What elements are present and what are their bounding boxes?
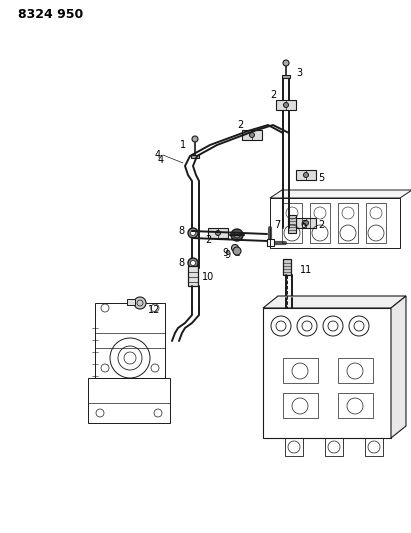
Circle shape <box>215 230 220 236</box>
Bar <box>288 215 296 233</box>
Text: 1: 1 <box>180 140 186 150</box>
Circle shape <box>188 228 198 238</box>
Bar <box>296 170 316 180</box>
Text: 9: 9 <box>224 250 230 260</box>
Bar <box>95 303 165 378</box>
Polygon shape <box>263 296 406 308</box>
Polygon shape <box>391 296 406 438</box>
Text: 4: 4 <box>158 155 164 165</box>
Bar <box>191 155 199 158</box>
Circle shape <box>303 173 309 177</box>
Text: 7: 7 <box>274 220 280 230</box>
Text: 2: 2 <box>237 120 243 130</box>
Text: 2: 2 <box>205 235 211 245</box>
Polygon shape <box>270 190 411 198</box>
Circle shape <box>231 229 243 241</box>
Text: 5: 5 <box>318 173 324 183</box>
Bar <box>338 393 373 418</box>
Bar <box>282 203 302 243</box>
Bar <box>208 228 228 238</box>
Text: 2: 2 <box>270 90 276 100</box>
Circle shape <box>191 261 196 265</box>
Bar <box>325 438 343 456</box>
Text: 4: 4 <box>155 150 161 160</box>
Bar <box>282 75 290 78</box>
Circle shape <box>303 221 309 225</box>
Text: 8: 8 <box>178 258 184 268</box>
Bar <box>188 266 198 286</box>
Bar <box>365 438 383 456</box>
Bar <box>283 358 318 383</box>
Text: 9: 9 <box>222 248 228 258</box>
Bar <box>338 358 373 383</box>
Bar <box>285 438 303 456</box>
Bar <box>296 218 316 228</box>
Bar <box>270 198 400 248</box>
Bar <box>338 203 358 243</box>
Bar <box>267 239 274 246</box>
Bar <box>88 378 170 423</box>
Circle shape <box>233 247 241 255</box>
Text: 8324 950: 8324 950 <box>18 9 83 21</box>
Circle shape <box>134 297 146 309</box>
Text: 12: 12 <box>148 305 160 315</box>
Circle shape <box>283 60 289 66</box>
Bar <box>283 393 318 418</box>
Bar <box>310 203 330 243</box>
Bar <box>366 203 386 243</box>
Text: 3: 3 <box>296 68 302 78</box>
Bar <box>283 259 291 275</box>
Bar <box>263 308 391 438</box>
Circle shape <box>234 232 240 238</box>
Text: 11: 11 <box>300 265 312 275</box>
Circle shape <box>249 133 254 138</box>
Bar <box>276 100 296 110</box>
Text: 10: 10 <box>202 272 214 282</box>
Circle shape <box>192 136 198 142</box>
Bar <box>127 299 135 305</box>
Text: 8: 8 <box>178 226 184 236</box>
Circle shape <box>188 258 198 268</box>
Circle shape <box>191 230 196 236</box>
Text: 2: 2 <box>318 220 324 230</box>
Text: 6: 6 <box>300 220 306 230</box>
Circle shape <box>231 245 238 252</box>
Bar <box>242 130 262 140</box>
Circle shape <box>284 102 289 108</box>
